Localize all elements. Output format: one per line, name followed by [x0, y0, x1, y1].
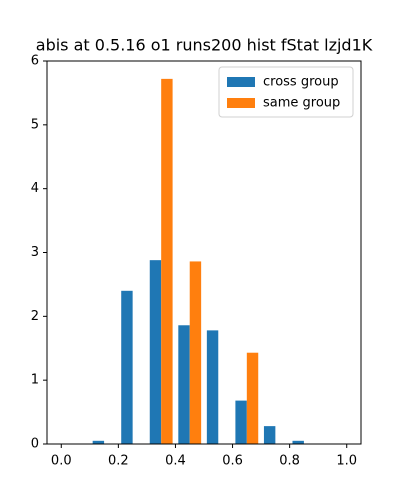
legend-label: same group: [263, 96, 340, 111]
bar: [189, 261, 202, 444]
axes-frame: [46, 60, 362, 445]
y-tick-label: 0: [31, 437, 39, 452]
bar: [206, 330, 219, 444]
x-tick-label: 0.2: [108, 454, 129, 469]
y-tick-label: 6: [31, 54, 39, 69]
legend-label: cross group: [263, 75, 339, 90]
chart-title: abis at 0.5.16 o1 runs200 hist fStat lzj…: [36, 36, 373, 55]
bar: [263, 426, 276, 444]
bar: [246, 352, 259, 444]
y-tick-label: 5: [31, 117, 39, 132]
y-tick-label: 4: [31, 181, 39, 196]
x-tick-label: 0.4: [165, 454, 186, 469]
y-tick-label: 3: [31, 245, 39, 260]
bar: [178, 325, 190, 444]
legend-swatch: [227, 77, 255, 87]
x-tick-label: 0.8: [279, 454, 300, 469]
y-tick-label: 2: [31, 309, 39, 324]
bar: [149, 260, 162, 444]
x-tick-label: 1.0: [336, 454, 357, 469]
x-tick-label: 0.6: [222, 454, 243, 469]
bar: [292, 440, 304, 444]
bar: [235, 400, 247, 444]
bar: [121, 290, 133, 444]
bar: [92, 440, 105, 444]
bar: [161, 78, 173, 444]
y-tick-label: 1: [31, 373, 39, 388]
legend-swatch: [227, 98, 255, 108]
x-tick-label: 0.0: [51, 454, 72, 469]
